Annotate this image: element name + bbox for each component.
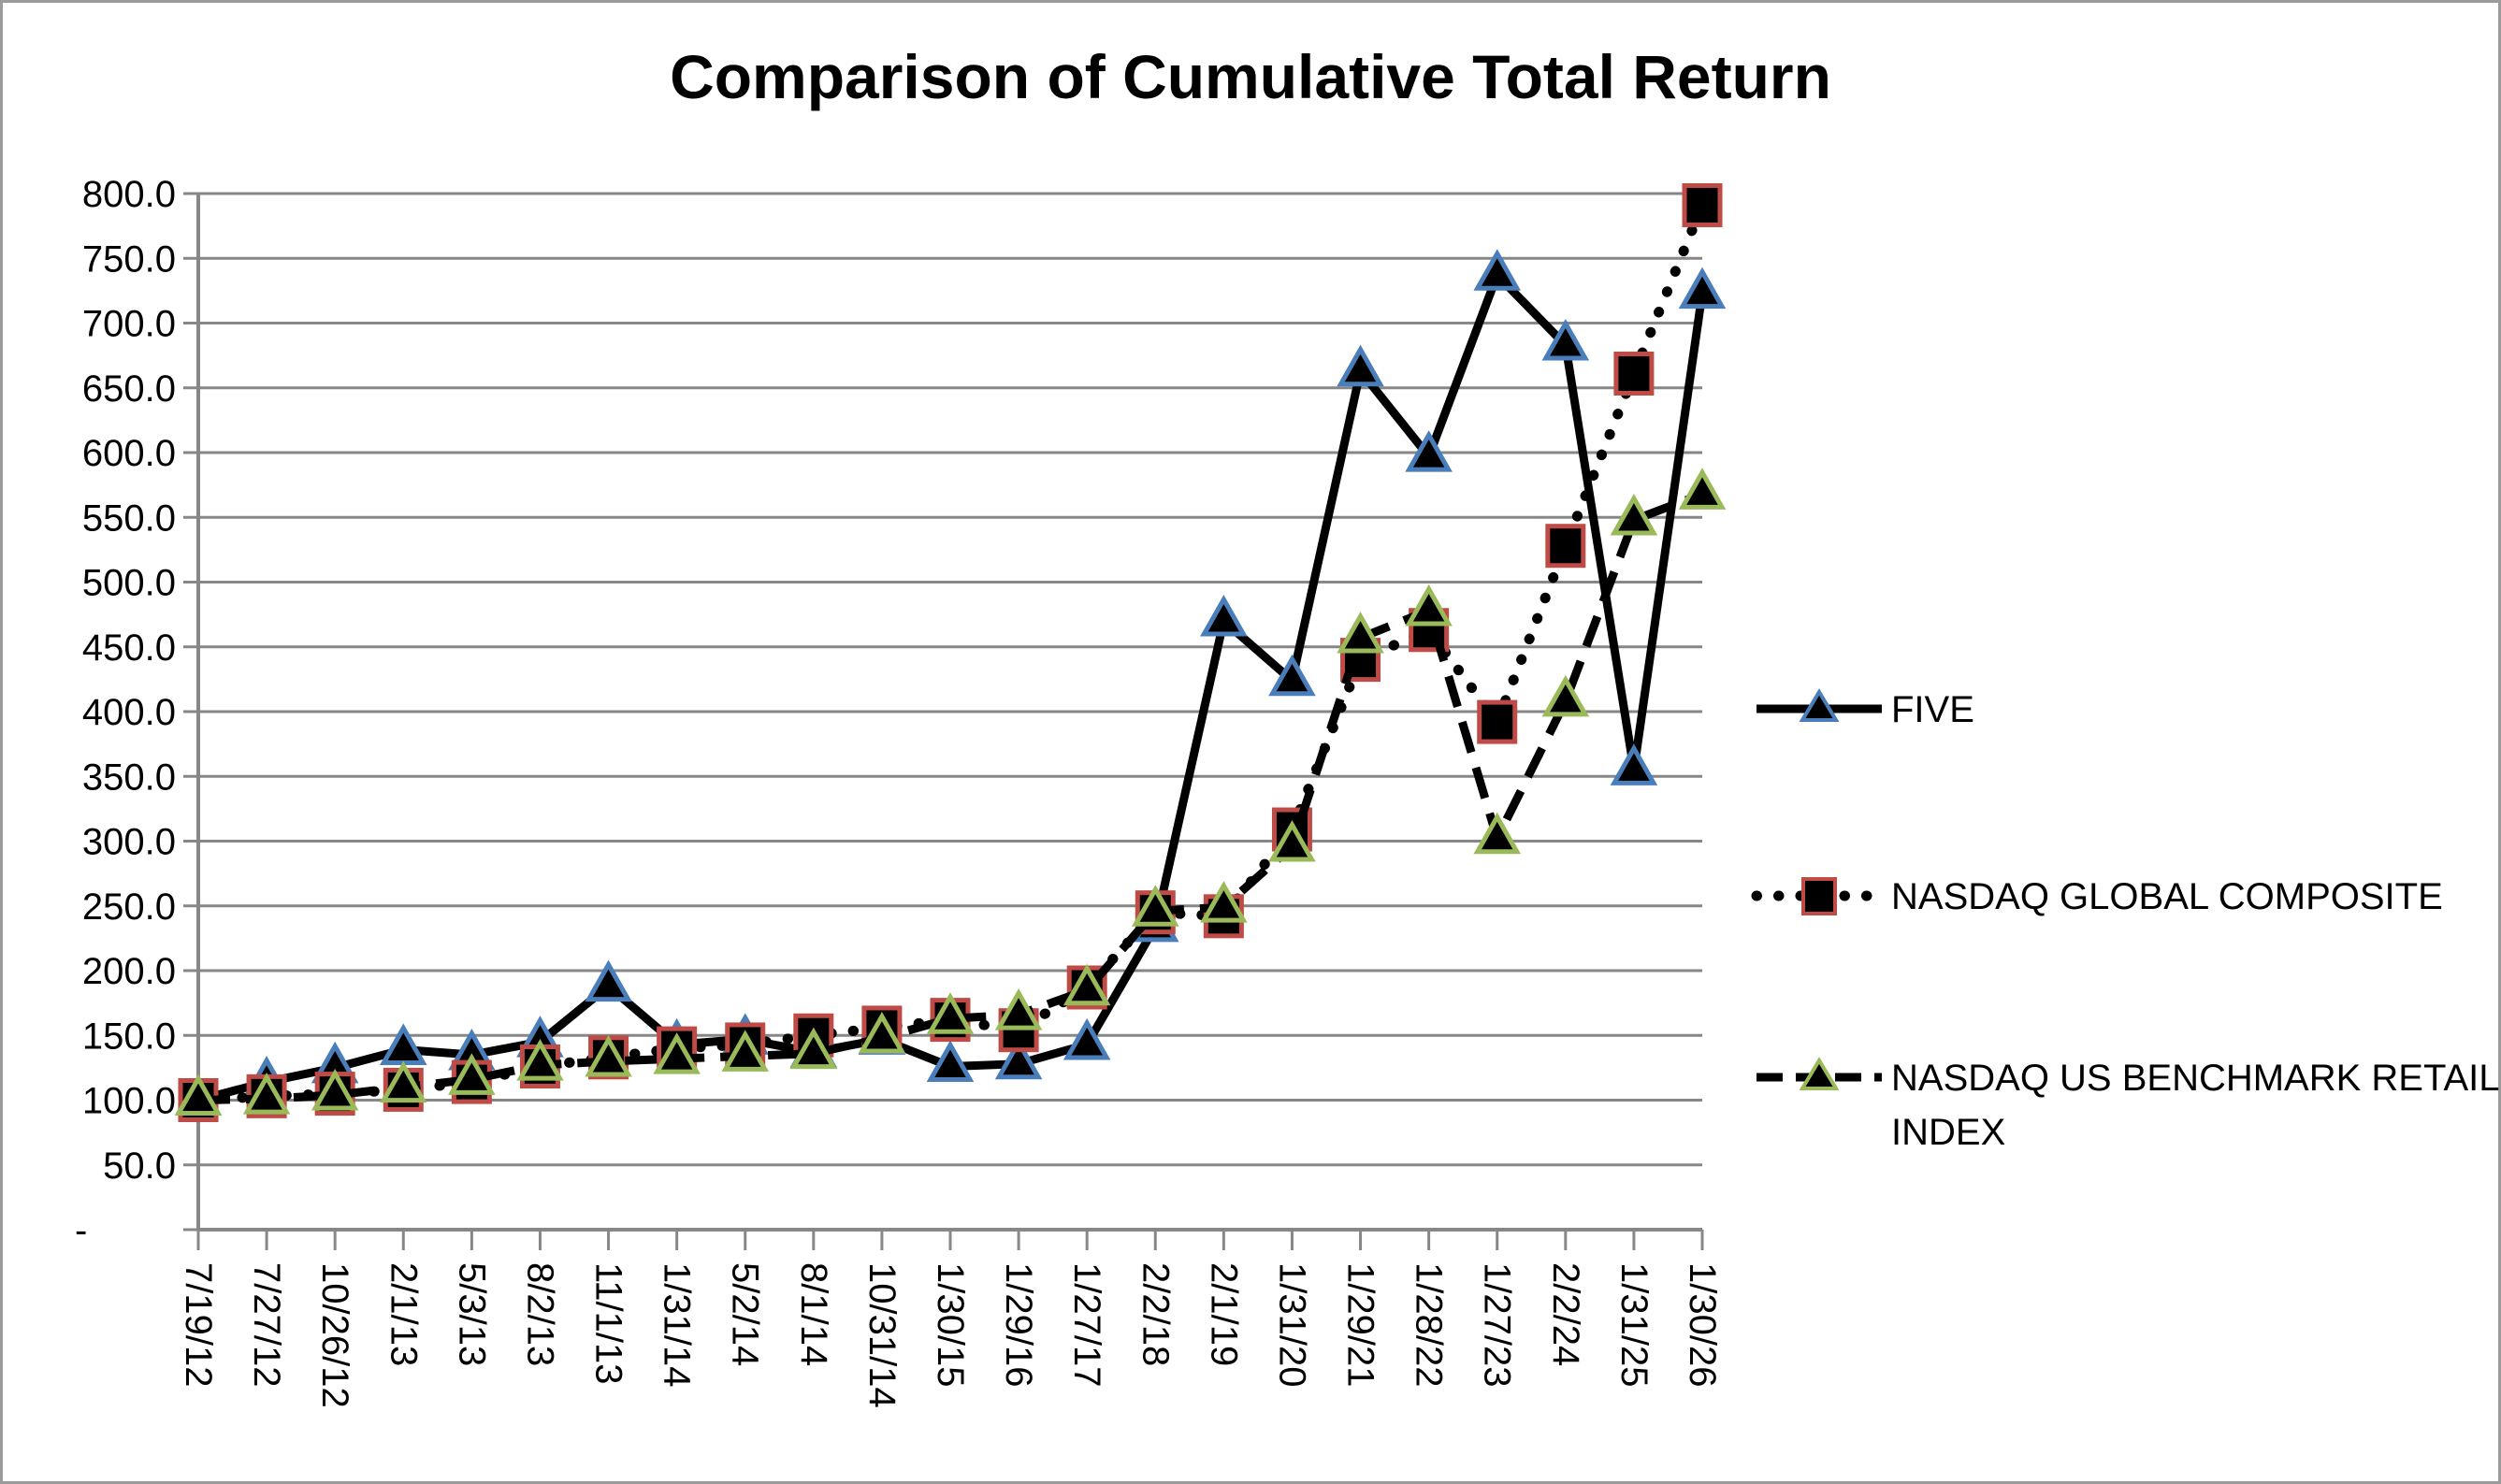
x-axis-label: 1/27/17 bbox=[1066, 1262, 1107, 1387]
y-axis-label: 600.0 bbox=[82, 433, 176, 474]
marker-triangle bbox=[585, 959, 632, 1002]
x-axis-label: 7/27/12 bbox=[246, 1262, 287, 1387]
marker-triangle bbox=[1063, 963, 1111, 1006]
x-axis-label: 5/2/14 bbox=[725, 1262, 766, 1366]
y-axis-label: 150.0 bbox=[82, 1016, 176, 1057]
legend-label-index: INDEX bbox=[1891, 1112, 2005, 1153]
legend-item-five: FIVE bbox=[1756, 688, 1974, 730]
marker-triangle bbox=[721, 1030, 770, 1072]
x-axis-label: 1/29/21 bbox=[1340, 1262, 1381, 1387]
legend-label-nasdaq-global-composite: NASDAQ GLOBAL COMPOSITE bbox=[1891, 876, 2443, 917]
y-axis-label: 350.0 bbox=[82, 756, 176, 798]
legend-label-five: FIVE bbox=[1891, 689, 1974, 730]
chart-title: Comparison of Cumulative Total Return bbox=[670, 42, 1831, 111]
x-axis-label: 8/1/14 bbox=[793, 1262, 834, 1366]
marker-triangle bbox=[1337, 344, 1384, 387]
x-axis-label: 5/3/13 bbox=[451, 1262, 492, 1366]
marker-triangle bbox=[926, 992, 975, 1034]
marker-triangle bbox=[1131, 885, 1179, 927]
x-axis-label: 2/2/24 bbox=[1545, 1262, 1586, 1366]
y-axis-label: 400.0 bbox=[82, 692, 176, 733]
x-axis-label: 1/29/16 bbox=[998, 1262, 1039, 1387]
x-axis-label: 1/31/14 bbox=[657, 1262, 698, 1387]
marker-triangle bbox=[994, 1037, 1043, 1080]
marker-triangle bbox=[653, 1032, 701, 1074]
marker-triangle bbox=[1541, 674, 1590, 717]
y-axis-label: 100.0 bbox=[82, 1081, 176, 1122]
marker-triangle bbox=[1268, 819, 1316, 862]
x-axis-label: 2/1/13 bbox=[383, 1262, 424, 1366]
marker-triangle bbox=[1473, 812, 1522, 855]
y-axis-label: 50.0 bbox=[103, 1145, 176, 1187]
marker-triangle bbox=[1678, 468, 1727, 510]
marker-triangle bbox=[1268, 654, 1316, 697]
x-axis-label: 1/31/25 bbox=[1613, 1262, 1655, 1387]
marker-triangle bbox=[174, 1073, 223, 1116]
x-axis-label: 1/30/15 bbox=[930, 1262, 971, 1387]
marker-triangle bbox=[1337, 611, 1384, 654]
x-axis-label: 7/19/12 bbox=[178, 1262, 219, 1387]
legend-marker-triangle-blue bbox=[1799, 688, 1840, 722]
x-axis-label: 1/31/20 bbox=[1271, 1262, 1312, 1387]
x-axis-label: 10/26/12 bbox=[314, 1262, 355, 1408]
y-axis-label: 300.0 bbox=[82, 822, 176, 863]
x-axis-label: 1/27/23 bbox=[1477, 1262, 1518, 1387]
marker-triangle bbox=[242, 1073, 291, 1115]
marker-triangle bbox=[1200, 881, 1248, 923]
y-axis-label: - bbox=[75, 1210, 87, 1251]
y-axis-label: 500.0 bbox=[82, 563, 176, 604]
legend-item-nasdaq-us-benchmark-retail-index: NASDAQ US BENCHMARK RETAIL INDEX bbox=[1756, 1057, 2500, 1153]
y-axis-label: 200.0 bbox=[82, 951, 176, 992]
marker-triangle bbox=[1610, 493, 1658, 536]
series-line-nasdaq-us-benchmark-retail-index bbox=[197, 490, 1704, 1104]
legend: FIVE NASDAQ GLOBAL COMPOSITE NASDAQ US B… bbox=[1751, 688, 2500, 1153]
marker-triangle bbox=[1200, 594, 1248, 637]
marker-triangle bbox=[858, 1011, 906, 1054]
y-axis-label: 700.0 bbox=[82, 304, 176, 345]
marker-square bbox=[1477, 699, 1518, 744]
y-axis-label: 450.0 bbox=[82, 627, 176, 669]
x-axis-label: 1/30/26 bbox=[1682, 1262, 1723, 1387]
marker-triangle bbox=[1405, 584, 1453, 627]
x-axis-label: 11/1/13 bbox=[588, 1262, 629, 1385]
marker-triangle bbox=[516, 1039, 564, 1081]
marker-triangle bbox=[926, 1040, 975, 1082]
y-axis-label: 750.0 bbox=[82, 238, 176, 280]
y-axis-label: 250.0 bbox=[82, 886, 176, 928]
legend-marker-triangle-green bbox=[1799, 1057, 1840, 1090]
marker-triangle bbox=[1405, 430, 1453, 472]
marker-triangle bbox=[789, 1027, 838, 1070]
x-axis-label: 10/31/14 bbox=[861, 1262, 903, 1408]
legend-item-nasdaq-global-composite: NASDAQ GLOBAL COMPOSITE bbox=[1751, 876, 2443, 917]
marker-triangle bbox=[1541, 318, 1590, 361]
marker-triangle bbox=[585, 1034, 632, 1077]
marker-triangle bbox=[311, 1068, 359, 1111]
plot-area: -50.0 100.0 150.0 200.0 250.0 300.0 350.0 400.0… bbox=[75, 174, 1727, 1408]
y-axis-label: 650.0 bbox=[82, 368, 176, 410]
x-axis-label: 2/1/19 bbox=[1203, 1262, 1244, 1366]
marker-triangle bbox=[1473, 249, 1522, 291]
marker-square bbox=[1682, 182, 1723, 227]
x-axis-label: 2/2/18 bbox=[1135, 1262, 1176, 1366]
legend-label-nasdaq-us-benchmark-retail: NASDAQ US BENCHMARK RETAIL bbox=[1891, 1058, 2500, 1099]
marker-triangle bbox=[1063, 1017, 1111, 1060]
marker-triangle bbox=[1678, 267, 1727, 310]
marker-triangle bbox=[379, 1060, 427, 1103]
marker-triangle bbox=[379, 1023, 427, 1065]
y-axis-label: 800.0 bbox=[82, 174, 176, 215]
marker-square bbox=[1613, 352, 1655, 396]
x-axis-label: 8/2/13 bbox=[519, 1262, 560, 1366]
marker-triangle bbox=[448, 1053, 496, 1095]
marker-triangle bbox=[1610, 743, 1658, 785]
marker-triangle bbox=[994, 988, 1043, 1030]
y-axis-label: 550.0 bbox=[82, 497, 176, 539]
marker-square bbox=[1545, 524, 1586, 569]
legend-marker-square-red bbox=[1801, 877, 1837, 915]
x-axis-label: 1/28/22 bbox=[1409, 1262, 1450, 1387]
